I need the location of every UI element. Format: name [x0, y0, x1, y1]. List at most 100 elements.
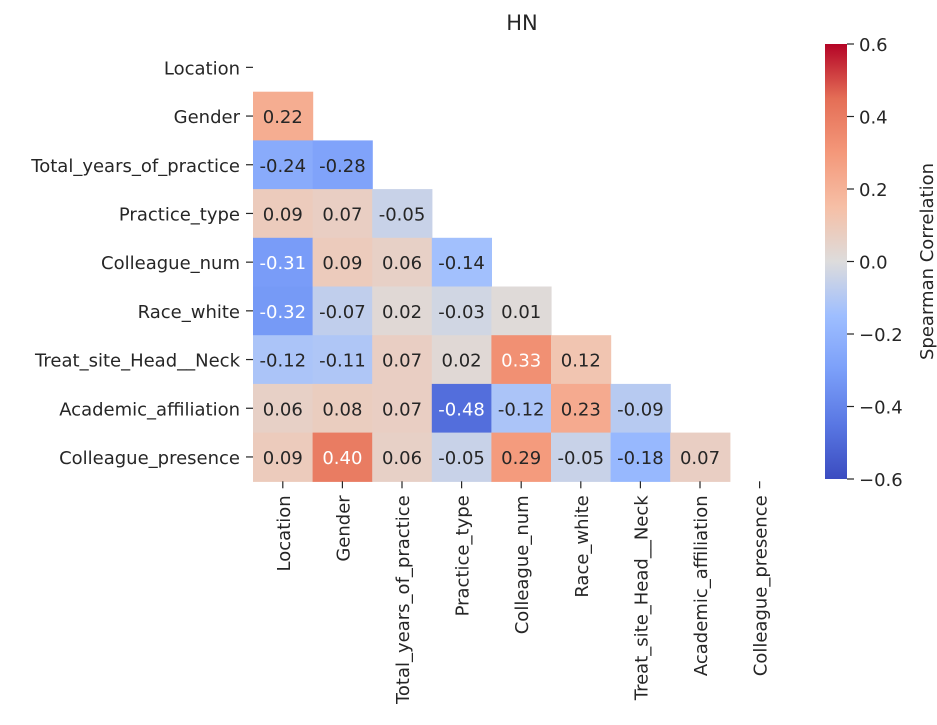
heatmap-cell — [551, 432, 612, 482]
heatmap-cell — [431, 237, 492, 288]
heatmap-cell-label: -0.31 — [260, 253, 307, 274]
heatmap-cell-label: -0.14 — [438, 253, 485, 274]
heatmap-cell — [431, 335, 492, 385]
x-axis-tick-label: Race_white — [572, 495, 593, 597]
heatmap-cell-label: -0.32 — [260, 302, 307, 323]
y-axis-tick-label: Treat_site_Head__Neck — [34, 351, 241, 372]
heatmap-cell — [312, 432, 373, 482]
heatmap-cell-label: -0.12 — [498, 399, 545, 420]
heatmap-cell — [253, 432, 314, 482]
heatmap-cell-label: 0.07 — [382, 351, 422, 372]
chart-title: HN — [506, 11, 538, 35]
heatmap-cell-label: 0.02 — [382, 302, 422, 323]
heatmap-cell-label: -0.05 — [438, 448, 485, 469]
heatmap-cell-label: -0.18 — [617, 448, 664, 469]
heatmap-cell — [253, 286, 314, 336]
heatmap-cell — [610, 432, 671, 482]
colorbar-label: Spearman Correlation — [917, 163, 937, 360]
heatmap-cell-label: -0.24 — [260, 156, 307, 177]
heatmap-cell-label: 0.02 — [442, 351, 482, 372]
colorbar-tick-label: 0.0 — [859, 253, 888, 274]
heatmap-cell — [431, 286, 492, 336]
heatmap-cell-label: 0.06 — [263, 399, 303, 420]
heatmap-cell — [312, 189, 373, 239]
heatmap-cell-label: -0.48 — [438, 399, 485, 420]
x-axis-tick-label: Location — [274, 495, 295, 571]
heatmap-cell-label: 0.09 — [322, 253, 362, 274]
colorbar-tick-label: 0.4 — [859, 108, 888, 129]
x-axis-tick-label: Gender — [333, 495, 354, 562]
heatmap-cell-label: 0.01 — [501, 302, 541, 323]
x-axis-tick-label: Practice_type — [453, 495, 474, 616]
heatmap-cell — [253, 335, 314, 385]
heatmap-cell-label: 0.06 — [382, 253, 422, 274]
heatmap-cell — [253, 237, 314, 288]
colorbar-tick-label: −0.6 — [859, 470, 903, 491]
x-axis-tick-label: Total_years_of_practice — [393, 495, 414, 705]
heatmap-cell — [431, 383, 492, 434]
heatmap-cell — [372, 189, 433, 239]
heatmap-cell — [372, 335, 433, 385]
heatmap-cell-label: 0.12 — [561, 351, 601, 372]
heatmap-cell — [491, 383, 552, 434]
heatmap-cell-label: -0.05 — [379, 204, 426, 225]
heatmap-cell-label: 0.08 — [322, 399, 362, 420]
heatmap-cell — [312, 237, 373, 288]
y-axis-tick-label: Academic_affiliation — [59, 399, 240, 420]
heatmap-cell-label: -0.07 — [319, 302, 366, 323]
heatmap-cell — [491, 335, 552, 385]
heatmap-cell — [372, 286, 433, 336]
colorbar-tick-label: −0.4 — [859, 398, 903, 419]
heatmap-cell-label: -0.03 — [438, 302, 485, 323]
y-axis-tick-labels: Location Gender Total_years_of_practice Pra… — [30, 58, 253, 469]
heatmap-cell-label: 0.33 — [501, 351, 541, 372]
y-axis-tick-label: Colleague_presence — [59, 448, 240, 469]
heatmap-cell — [491, 286, 552, 336]
heatmap-cell-label: 0.22 — [263, 107, 303, 128]
heatmap-cell — [372, 383, 433, 434]
heatmap-cell-label: -0.12 — [260, 351, 307, 372]
heatmap-cell — [312, 335, 373, 385]
heatmap-cell — [312, 383, 373, 434]
heatmap-cell — [253, 189, 314, 239]
colorbar: 0.6 0.4 0.2 0.0 −0.2 −0.4 −0.6 Spearman Correla… — [825, 35, 937, 491]
colorbar-tick-label: −0.2 — [859, 325, 903, 346]
heatmap-cell-label: -0.28 — [319, 156, 366, 177]
heatmap-cell-label: 0.06 — [382, 448, 422, 469]
heatmap-cell — [253, 140, 314, 190]
heatmap-cell-label: 0.29 — [501, 448, 541, 469]
heatmap-cell — [551, 383, 612, 434]
colorbar-tick-label: 0.2 — [859, 180, 888, 201]
heatmap-cell — [372, 237, 433, 288]
heatmap-cell — [670, 432, 731, 482]
heatmap-cell-label: -0.09 — [617, 399, 664, 420]
x-axis-tick-label: Academic_affiliation — [691, 495, 712, 676]
heatmap-cell — [312, 286, 373, 336]
heatmap-cell — [551, 335, 612, 385]
heatmap-cell-label: 0.07 — [680, 448, 720, 469]
heatmap-cell-label: 0.09 — [263, 448, 303, 469]
y-axis-tick-label: Total_years_of_practice — [30, 156, 240, 177]
x-axis-tick-label: Colleague_presence — [751, 495, 772, 676]
y-axis-tick-label: Gender — [174, 107, 241, 128]
heatmap-cell-label: 0.07 — [382, 399, 422, 420]
y-axis-tick-label: Location — [164, 58, 240, 79]
heatmap-cell — [610, 383, 671, 434]
heatmap-cell — [372, 432, 433, 482]
heatmap-cell-label: 0.40 — [322, 448, 362, 469]
heatmap-cell — [253, 91, 314, 141]
heatmap-cell-label: 0.07 — [322, 204, 362, 225]
heatmap-cell-label: 0.09 — [263, 204, 303, 225]
y-axis-tick-label: Race_white — [138, 302, 240, 323]
heatmap-cell-label: 0.23 — [561, 399, 601, 420]
colorbar-gradient — [825, 44, 847, 479]
heatmap-cell — [253, 383, 314, 434]
x-axis-tick-label: Treat_site_Head__Neck — [631, 495, 652, 702]
heatmap-cell — [312, 140, 373, 190]
heatmap-cell-label: -0.05 — [558, 448, 605, 469]
y-axis-tick-label: Practice_type — [119, 204, 240, 225]
heatmap-cell — [431, 432, 492, 482]
y-axis-tick-label: Colleague_num — [101, 253, 240, 274]
